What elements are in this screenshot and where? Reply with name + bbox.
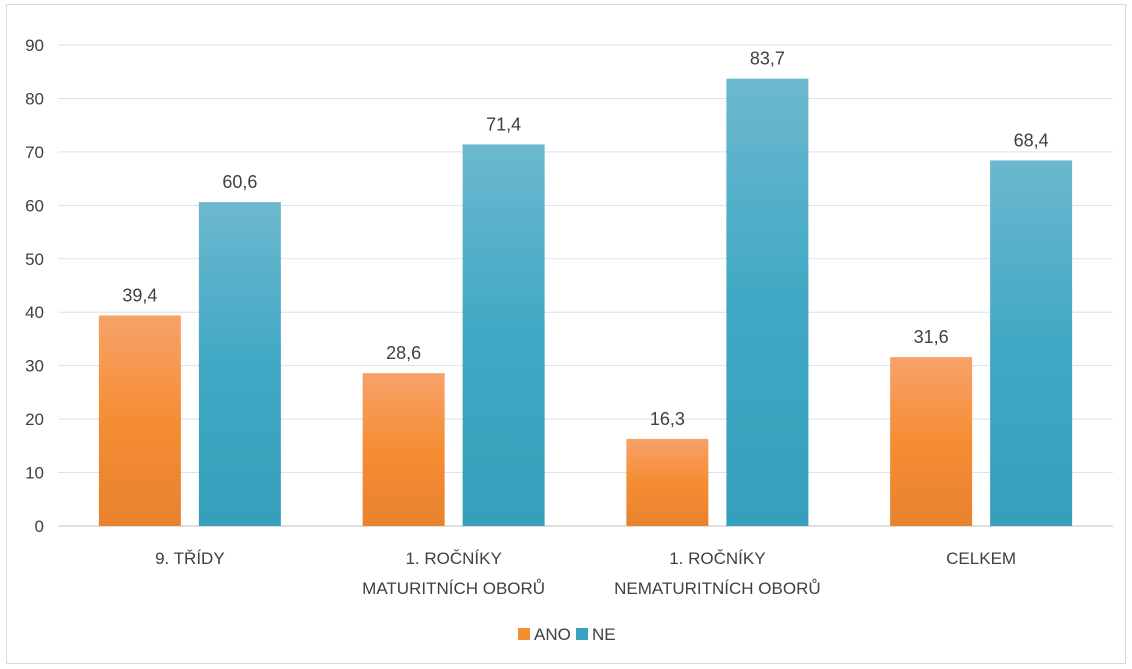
bar-ano [626, 438, 709, 526]
legend-swatch-ano [518, 628, 530, 640]
bar-ne [462, 144, 545, 526]
data-label-ano: 28,6 [386, 343, 421, 363]
category-label: CELKEM [946, 549, 1016, 568]
chart-frame [6, 4, 1126, 664]
data-label-ne: 71,4 [486, 114, 521, 134]
data-labels: 39,4 60,6 28,6 71,4 16,3 83,7 31,6 68,4 [122, 49, 1048, 429]
x-axis-categories: 9. TŘÍDY 1. ROČNÍKY MATURITNÍCH OBORŮ 1. RO… [155, 549, 1016, 598]
bar-ano [890, 357, 973, 526]
bar-ne [726, 78, 809, 527]
bar-ano [362, 373, 445, 526]
category-label: 1. ROČNÍKY [669, 549, 765, 568]
y-tick-label: 20 [25, 410, 44, 429]
data-label-ano: 39,4 [122, 285, 157, 305]
category-label: MATURITNÍCH OBORŮ [362, 579, 545, 598]
legend-label-ne: NE [592, 625, 616, 644]
y-axis-ticks: 0 10 20 30 40 50 60 70 80 90 [25, 36, 44, 536]
category-label: NEMATURITNÍCH OBORŮ [614, 579, 821, 598]
y-tick-label: 60 [25, 196, 44, 215]
y-tick-label: 0 [35, 517, 44, 536]
data-label-ano: 31,6 [914, 327, 949, 347]
bar-ne [198, 202, 281, 527]
bar-ano [98, 315, 181, 526]
y-tick-label: 30 [25, 357, 44, 376]
y-tick-label: 10 [25, 464, 44, 483]
data-label-ne: 60,6 [222, 172, 257, 192]
bar-ne [990, 160, 1073, 526]
y-tick-label: 80 [25, 89, 44, 108]
data-label-ano: 16,3 [650, 409, 685, 429]
data-label-ne: 83,7 [750, 49, 785, 69]
data-label-ne: 68,4 [1014, 130, 1049, 150]
category-label: 1. ROČNÍKY [405, 549, 501, 568]
y-tick-label: 40 [25, 303, 44, 322]
legend: ANO NE [518, 625, 616, 644]
y-tick-label: 50 [25, 250, 44, 269]
legend-swatch-ne [576, 628, 588, 640]
bars [98, 78, 1073, 527]
y-tick-label: 90 [25, 36, 44, 55]
y-tick-label: 70 [25, 143, 44, 162]
legend-label-ano: ANO [534, 625, 571, 644]
category-label: 9. TŘÍDY [155, 549, 225, 568]
